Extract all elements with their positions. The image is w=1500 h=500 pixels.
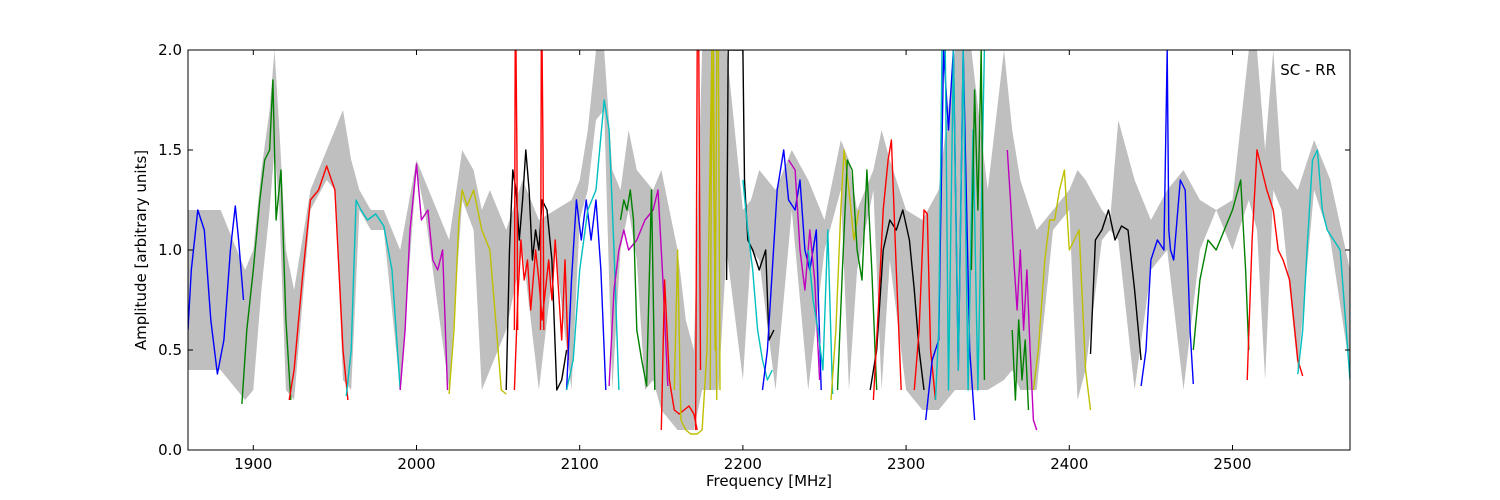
series-line-24	[830, 149, 860, 401]
series-line-26	[869, 209, 925, 391]
series-line-23	[807, 229, 834, 395]
series-line-36	[1140, 50, 1194, 387]
series-line-5	[399, 163, 449, 391]
series-line-13	[608, 189, 669, 387]
series-line-1	[188, 205, 245, 375]
y-tick-label: 1.5	[158, 141, 182, 159]
series-line-10	[539, 50, 545, 331]
y-tick-label: 1.0	[158, 241, 182, 259]
series-line-12	[565, 99, 620, 391]
series-layer	[188, 50, 1350, 435]
annotation-label: SC - RR	[1280, 61, 1336, 79]
y-tick-label: 0.5	[158, 341, 182, 359]
x-tick-label: 2100	[561, 455, 599, 473]
envelope-layer	[188, 50, 1350, 430]
y-axis-label: Amplitude [arbitrary units]	[132, 150, 150, 350]
series-line-16	[673, 50, 718, 435]
series-line-31	[970, 50, 986, 381]
series-line-3	[288, 165, 349, 401]
y-tick-label: 0.0	[158, 441, 182, 459]
series-line-27	[872, 139, 902, 401]
series-line-39	[1297, 149, 1350, 381]
series-line-28	[913, 209, 937, 401]
series-line-25	[836, 159, 878, 391]
series-line-2	[241, 79, 292, 405]
x-tick-label: 2300	[887, 455, 925, 473]
series-line-20	[742, 179, 773, 381]
series-line-15	[660, 279, 698, 431]
series-line-32	[1006, 149, 1038, 431]
series-line-4	[345, 199, 401, 397]
x-tick-label: 2500	[1213, 455, 1251, 473]
series-line-37	[1192, 179, 1250, 351]
series-line-22	[788, 159, 821, 381]
series-line-11	[565, 199, 607, 391]
series-line-34	[1032, 169, 1092, 411]
series-line-17	[694, 50, 702, 431]
series-line-9	[513, 50, 519, 331]
envelope-band	[188, 50, 1350, 430]
series-line-21	[761, 149, 822, 391]
series-line-29	[925, 50, 976, 421]
y-tick-label: 2.0	[158, 41, 182, 59]
series-line-6	[448, 189, 507, 395]
x-tick-label: 1900	[234, 455, 272, 473]
series-line-35	[1089, 209, 1142, 361]
series-line-38	[1246, 149, 1304, 381]
x-axis-label: Frequency [MHz]	[706, 472, 832, 490]
ticks-layer: 1900 2000 2100 2200 2300 2400 2500 0.0 0.5 1.0 1.5…	[158, 41, 1350, 473]
x-tick-label: 2400	[1050, 455, 1088, 473]
series-line-18	[709, 50, 721, 391]
series-line-8	[513, 239, 569, 391]
x-tick-label: 2200	[724, 455, 762, 473]
series-line-33	[1011, 319, 1030, 411]
series-line-14	[619, 189, 656, 391]
x-tick-label: 2000	[397, 455, 435, 473]
